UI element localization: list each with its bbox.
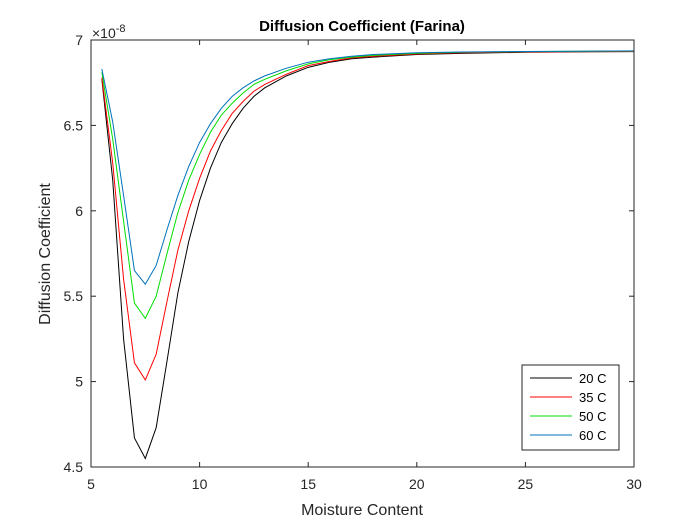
- y-tick-label: 7: [75, 32, 83, 48]
- legend-label: 60 C: [579, 428, 606, 443]
- y-tick-label: 5: [75, 374, 83, 390]
- legend-label: 50 C: [579, 409, 606, 424]
- y-exponent-base: ×10: [92, 25, 116, 41]
- legend-label: 20 C: [579, 371, 606, 386]
- x-tick-label: 10: [192, 476, 208, 492]
- y-axis-label: Diffusion Coefficient: [37, 183, 54, 325]
- x-tick-label: 25: [518, 476, 534, 492]
- x-tick-label: 30: [626, 476, 642, 492]
- legend-box: [521, 364, 620, 451]
- y-exponent-power: -8: [116, 23, 126, 35]
- x-tick-label: 20: [409, 476, 425, 492]
- y-tick-label: 5.5: [64, 288, 84, 304]
- chart-title: Diffusion Coefficient (Farina): [259, 18, 465, 35]
- axes: 5 10 15 20 25 304.555.566.57: [64, 32, 642, 492]
- series-line-3: [101, 50, 634, 320]
- series-line-2: [101, 50, 634, 381]
- x-tick-label: 15: [300, 476, 316, 492]
- x-axis-label: Moisture Content: [301, 502, 423, 519]
- svg-text:×10-8: ×10-8: [92, 23, 126, 41]
- y-tick-label: 6: [75, 203, 83, 219]
- legend-label: 35 C: [579, 390, 606, 405]
- legend: 20 C 35 C 50 C 60 C: [521, 364, 620, 451]
- y-exponent-label: ×10-8: [92, 23, 126, 41]
- series-line-4: [101, 50, 634, 286]
- y-tick-label: 6.5: [64, 117, 84, 133]
- plot-area: [101, 50, 634, 460]
- x-tick-label: 5: [87, 476, 95, 492]
- series-line-1: [101, 51, 634, 460]
- y-tick-label: 4.5: [64, 459, 84, 475]
- axes-box: [90, 39, 635, 468]
